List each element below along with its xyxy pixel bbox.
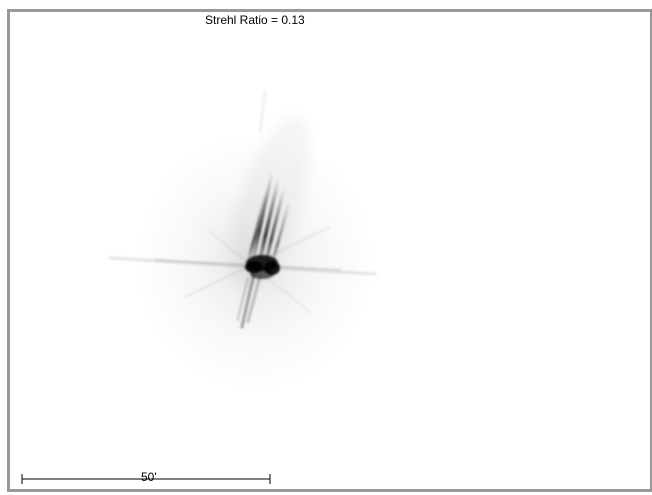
psf-streaks [247,170,291,266]
scale-bar [21,474,271,484]
strehl-ratio-title: Strehl Ratio = 0.13 [205,13,305,27]
psf-plot-frame: Strehl Ratio = 0.13 [7,9,652,492]
psf-core [245,255,280,279]
scale-bar-label: 50' [141,470,157,484]
psf-lower-tail [237,272,262,329]
psf-image [21,90,377,484]
